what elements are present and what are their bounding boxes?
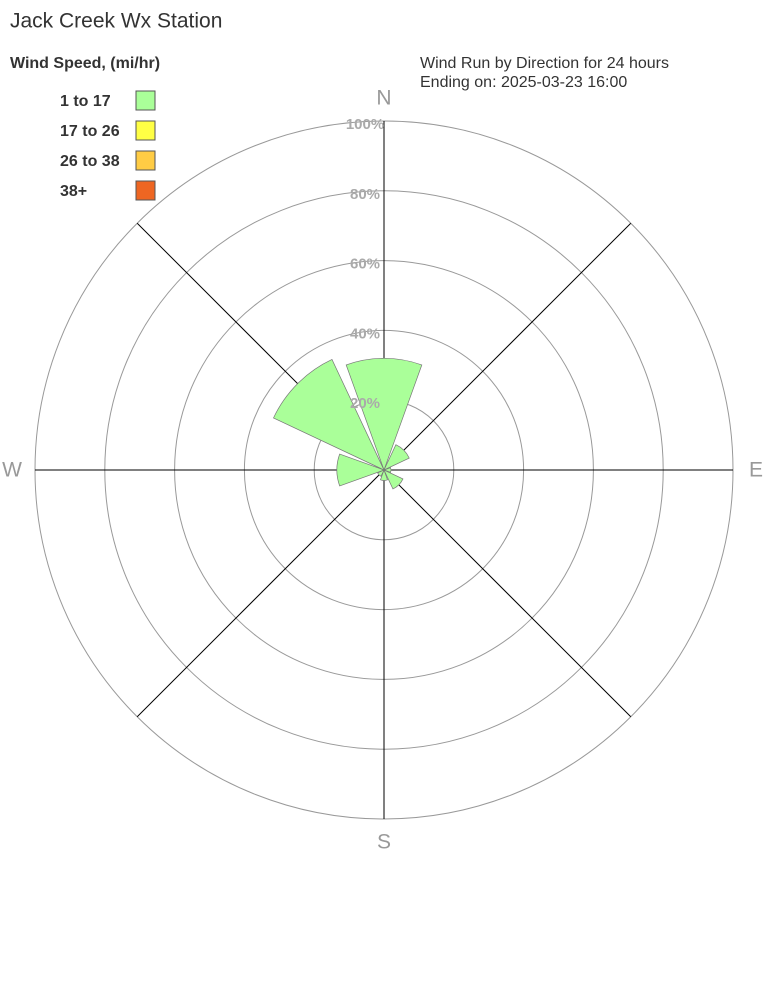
petal <box>345 358 423 472</box>
spoke <box>383 222 632 471</box>
radial-tick-label: 80% <box>350 186 380 203</box>
spoke <box>136 469 385 718</box>
radial-tick-label: 20% <box>350 395 380 412</box>
petal <box>383 444 410 471</box>
radial-tick-label: 60% <box>350 256 380 273</box>
chart-title: Jack Creek Wx Station <box>10 10 222 33</box>
legend-label: 17 to 26 <box>60 123 120 140</box>
subtitle: Ending on: 2025-03-23 16:00 <box>420 74 627 91</box>
direction-label: E <box>749 459 763 482</box>
direction-label: S <box>377 831 391 854</box>
legend-swatch <box>135 180 156 201</box>
direction-label: N <box>376 87 391 110</box>
radial-tick-label: 100% <box>346 116 384 133</box>
petal <box>273 359 385 471</box>
spoke <box>383 469 632 718</box>
legend-swatch <box>135 90 156 111</box>
petal <box>380 468 388 481</box>
direction-label: W <box>2 459 22 482</box>
subtitle: Wind Run by Direction for 24 hours <box>420 55 669 72</box>
petal <box>383 469 404 490</box>
legend-swatch <box>135 150 156 171</box>
legend-label: 1 to 17 <box>60 93 111 110</box>
legend-title: Wind Speed, (mi/hr) <box>10 55 160 72</box>
legend-swatch <box>135 120 156 141</box>
petal <box>382 467 392 473</box>
legend-label: 26 to 38 <box>60 153 120 170</box>
legend-label: 38+ <box>60 183 87 200</box>
petal <box>336 453 386 487</box>
petal <box>377 469 385 477</box>
radial-tick-label: 40% <box>350 325 380 342</box>
